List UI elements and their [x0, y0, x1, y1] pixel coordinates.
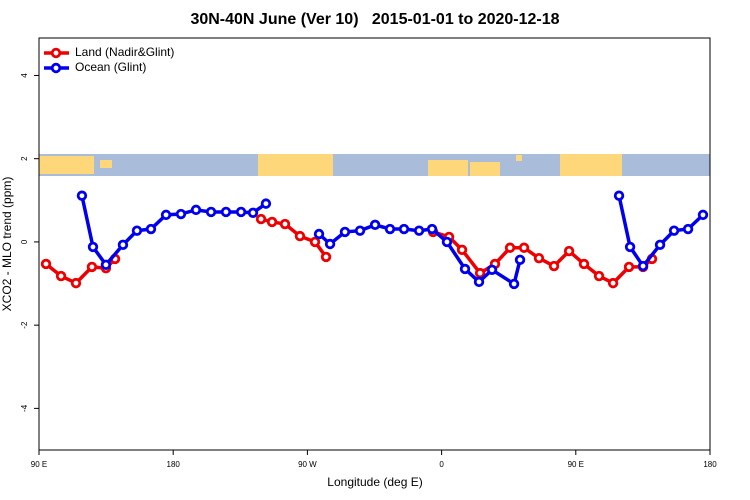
data-point: [563, 245, 575, 257]
data-point: [320, 251, 332, 263]
data-point: [117, 239, 129, 251]
data-point: [294, 230, 306, 242]
data-point: [220, 206, 232, 218]
data-point: [398, 223, 410, 235]
data-point: [86, 261, 98, 273]
y-tick-label: 4: [20, 73, 29, 78]
data-point: [514, 254, 526, 266]
y-axis-label: XCO2 - MLO trend (ppm): [0, 177, 14, 312]
map-strip: [39, 154, 710, 176]
data-point: [324, 238, 336, 250]
x-tick-label: 90 W: [298, 460, 317, 469]
x-tick-label: 180: [703, 460, 717, 469]
data-point: [70, 277, 82, 289]
data-point: [266, 216, 278, 228]
data-point: [369, 219, 381, 231]
y-tick-label: -2: [20, 321, 29, 329]
data-point: [145, 223, 157, 235]
data-point: [593, 270, 605, 282]
x-tick-label: 0: [439, 460, 444, 469]
chart-title: 30N-40N June (Ver 10) 2015-01-01 to 2020…: [190, 11, 559, 28]
data-point: [613, 190, 625, 201]
plot-frame: [38, 37, 711, 451]
x-axis-label: Longitude (deg E): [327, 475, 422, 489]
data-point: [76, 190, 88, 201]
data-point: [339, 226, 351, 238]
x-tick-label: 180: [167, 460, 181, 469]
data-point: [87, 241, 99, 253]
data-point: [313, 228, 325, 240]
data-point: [504, 242, 516, 253]
series-line: [80, 195, 267, 268]
data-point: [160, 209, 172, 221]
data-point: [40, 258, 52, 270]
data-point: [474, 267, 486, 279]
data-point: [624, 241, 636, 253]
data-point: [486, 264, 498, 276]
data-point: [131, 225, 143, 236]
data-point: [697, 209, 709, 221]
data-point: [260, 198, 272, 209]
legend-label: Land (Nadir&Glint): [75, 45, 174, 59]
data-point: [309, 236, 321, 248]
data-point: [607, 277, 619, 289]
y-tick-label: 0: [20, 239, 29, 244]
data-point: [682, 223, 694, 235]
data-point: [255, 213, 267, 225]
data-point: [205, 206, 217, 218]
data-point: [235, 206, 247, 218]
data-point: [426, 223, 438, 235]
legend-marker: [50, 47, 62, 59]
y-tick-label: 2: [20, 156, 29, 161]
x-tick-label: 90 E: [568, 460, 584, 469]
data-point: [473, 276, 485, 288]
data-point: [533, 252, 545, 264]
data-point: [668, 225, 680, 236]
data-point: [279, 218, 291, 230]
data-point: [100, 259, 112, 271]
data-point: [459, 263, 471, 275]
data-point: [175, 208, 187, 220]
series-line: [432, 230, 654, 286]
data-point: [623, 261, 635, 273]
legend-marker: [50, 62, 62, 74]
data-point: [508, 278, 520, 290]
data-point: [413, 225, 425, 236]
data-point: [654, 239, 666, 251]
data-point: [518, 242, 530, 253]
data-point: [441, 236, 453, 248]
data-point: [456, 244, 468, 256]
y-tick-label: -4: [20, 404, 29, 412]
data-point: [247, 207, 259, 218]
data-point: [354, 225, 366, 236]
data-point: [384, 223, 396, 235]
x-tick-label: 90 E: [31, 460, 47, 469]
data-point: [190, 204, 202, 216]
data-point: [578, 258, 590, 270]
data-point: [548, 260, 560, 272]
data-point: [55, 270, 67, 282]
legend-label: Ocean (Glint): [75, 60, 146, 74]
data-point: [637, 260, 649, 272]
